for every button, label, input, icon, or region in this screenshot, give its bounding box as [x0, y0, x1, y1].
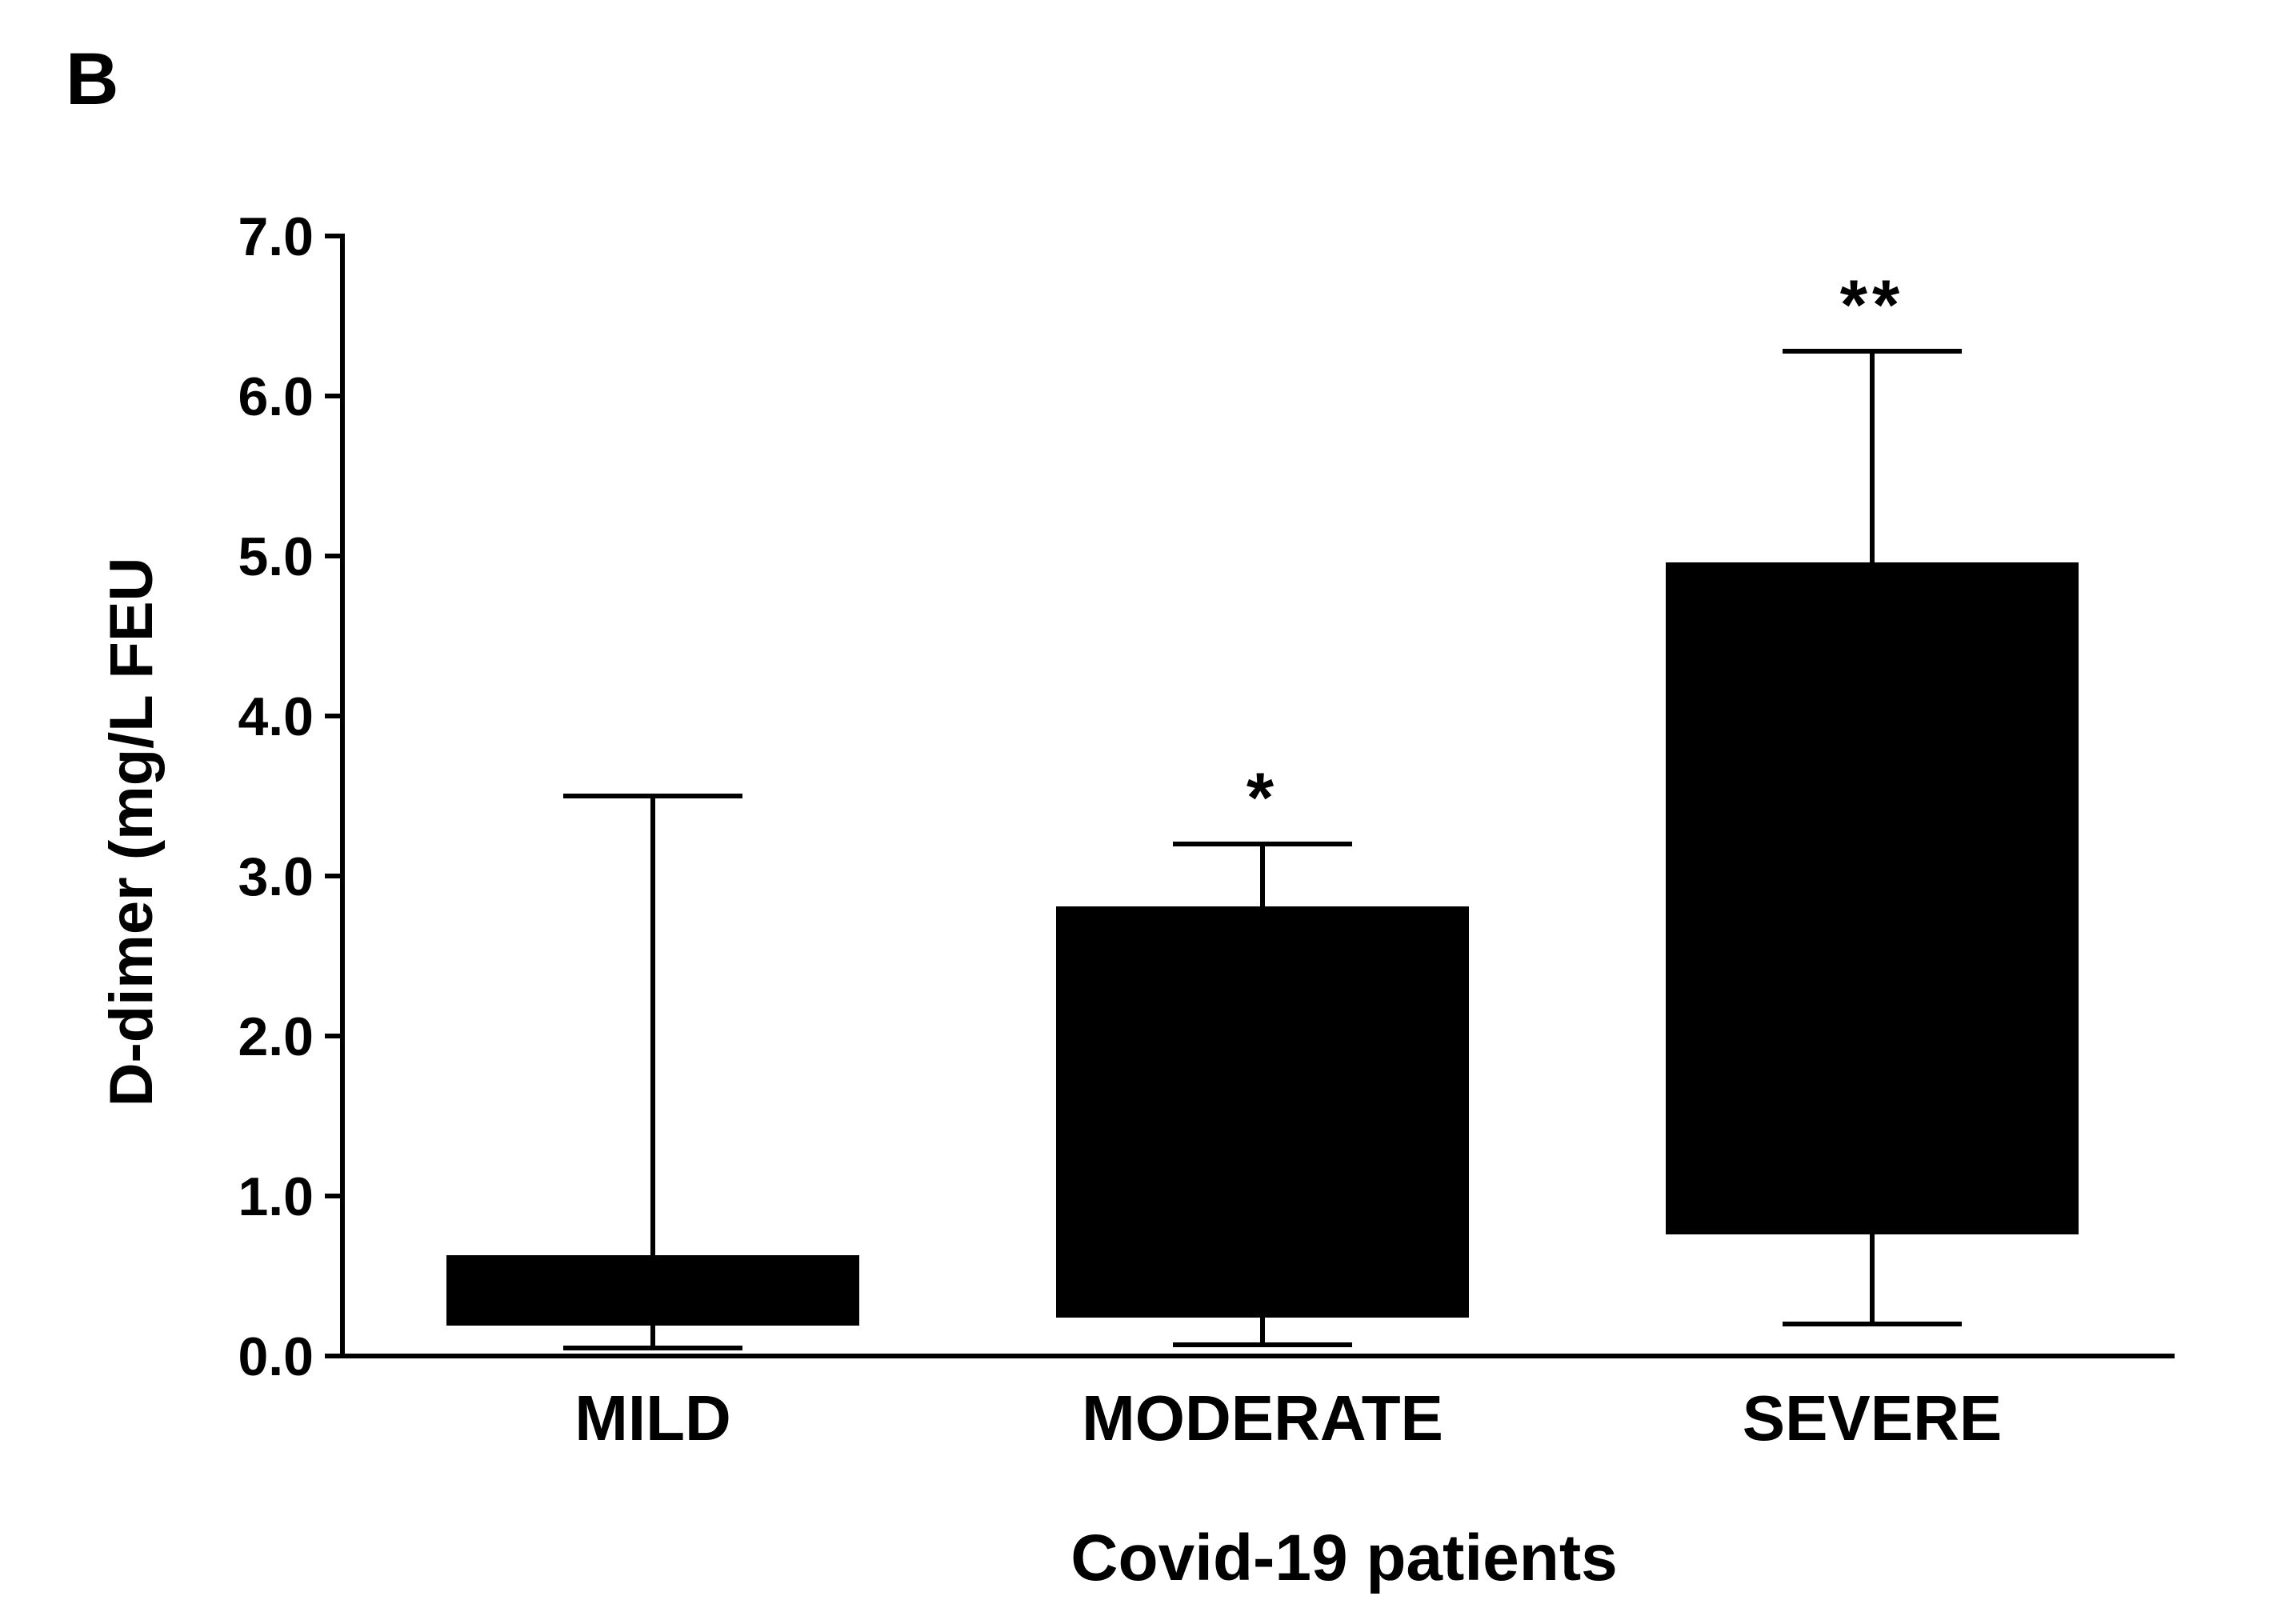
x-tick-label: SEVERE: [1743, 1382, 2003, 1454]
y-tick-label: 7.0: [238, 206, 314, 267]
x-tick-label: MILD: [574, 1382, 731, 1454]
plot-area: 0.0 1.0 2.0 3.0 4.0 5.0 6.0 7.0 MILD MODERATE * SEV…: [238, 206, 2175, 1454]
box: [1666, 562, 2079, 1234]
y-tick-label: 5.0: [238, 526, 314, 587]
x-axis-label: Covid-19 patients: [1070, 1522, 1617, 1594]
panel-label: B: [66, 38, 118, 120]
y-tick-label: 4.0: [238, 686, 314, 747]
x-tick-label: MODERATE: [1082, 1382, 1443, 1454]
y-tick-label: 2.0: [238, 1006, 314, 1067]
y-axis-label: D-dimer (mg/L FEU: [98, 558, 166, 1107]
y-tick-label: 1.0: [238, 1166, 314, 1227]
box: [1056, 906, 1469, 1318]
significance-marker: *: [1247, 758, 1279, 837]
significance-marker: **: [1840, 265, 1905, 344]
y-tick-label: 0.0: [238, 1326, 314, 1387]
y-tick-label: 3.0: [238, 846, 314, 907]
box: [446, 1255, 859, 1326]
y-tick-label: 6.0: [238, 366, 314, 427]
